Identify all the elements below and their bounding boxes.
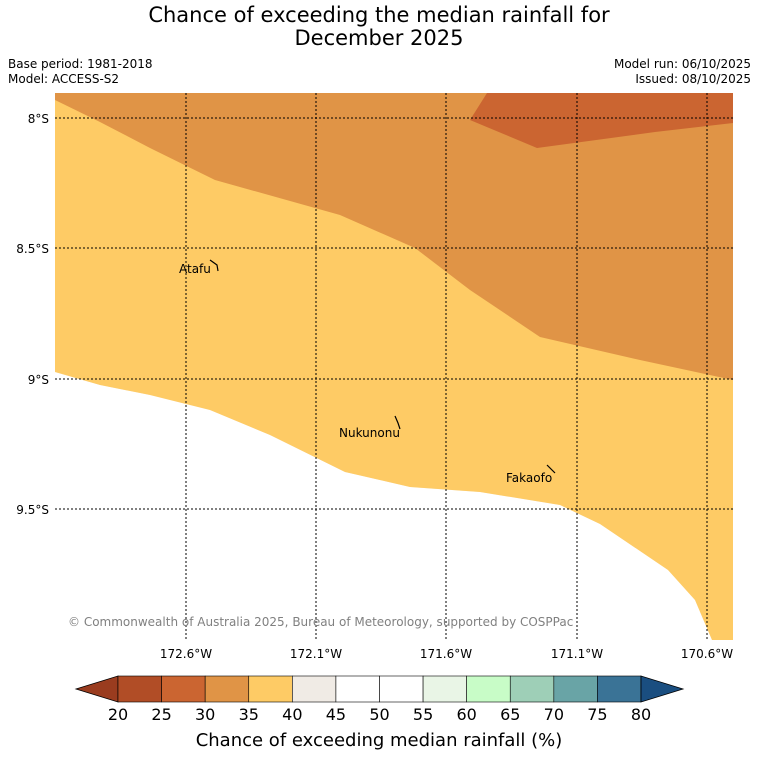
colorbar-tick-30: 30 [194,705,216,724]
colorbar-tick-75: 75 [587,705,608,724]
title-line-1: Chance of exceeding the median rainfall … [148,3,610,27]
atolls [209,259,556,474]
band-30-35 [55,93,733,380]
colorbar-bin-30-35 [204,675,250,703]
colorbar-bin-20-25 [117,675,162,703]
colorbar-tick-65: 65 [500,705,521,724]
lat-axis-labels: 8°S 8.5°S 9°S 9.5°S [16,112,49,517]
meta-right: Model run: 06/10/2025 Issued: 08/10/2025 [614,57,751,87]
colorbar-bin-40-45 [292,675,337,703]
colorbar-tick-40: 40 [282,705,303,724]
colorbar-tick-70: 70 [543,705,564,724]
nukunonu-atoll [394,415,401,430]
colorbar-over-arrow [640,675,685,703]
colorbar-bin-70-75 [553,675,598,703]
model-name: Model: ACCESS-S2 [8,72,120,86]
lon-label-172-1w: 172.1°W [290,647,342,661]
place-labels: Atafu Nukunonu Fakaofo [179,262,552,485]
colorbar-bin-65-70 [509,675,555,703]
colorbar-tick-20: 20 [107,705,129,724]
lat-label-9-5s: 9.5°S [16,503,49,517]
colorbar-under-arrow [74,675,119,703]
colorbar-bin-55-60 [422,675,467,703]
base-period: Base period: 1981-2018 [8,57,153,71]
colorbar-bin-60-65 [466,675,511,703]
atafu-atoll [209,259,219,272]
colorbar [74,675,685,703]
lon-label-171-1w: 171.1°W [551,647,603,661]
lon-label-171-6w: 171.6°W [420,647,472,661]
place-atafu: Atafu [179,262,211,276]
band-25-30 [470,93,733,148]
copyright-notice: © Commonwealth of Australia 2025, Bureau… [68,615,573,629]
land-coast [55,512,240,640]
colorbar-bin-75-80 [597,675,642,703]
lon-axis-labels: 172.6°W 172.1°W 171.6°W 171.1°W 170.6°W [160,647,733,661]
colorbar-tick-55: 55 [412,705,434,724]
place-nukunonu: Nukunonu [339,426,400,440]
colorbar-bin-25-30 [161,675,206,703]
lon-label-170-6w: 170.6°W [681,647,733,661]
colorbar-tick-50: 50 [369,705,390,724]
colorbar-tick-80: 80 [630,705,652,724]
meta-left: Base period: 1981-2018 Model: ACCESS-S2 [8,57,153,87]
colorbar-tick-25: 25 [151,705,172,724]
colorbar-tick-35: 35 [238,705,259,724]
gridlines [55,93,733,640]
place-fakaofo: Fakaofo [506,471,552,485]
colorbar-title: Chance of exceeding median rainfall (%) [195,730,563,751]
map-title: Chance of exceeding the median rainfall … [0,4,758,50]
colorbar-bin-50-55 [379,675,424,703]
colorbar-bin-35-40 [248,675,293,703]
lon-label-172-6w: 172.6°W [160,647,212,661]
colorbar-bin-45-50 [335,675,380,703]
map-area [55,93,733,640]
colorbar-tick-45: 45 [325,705,347,724]
model-run: Model run: 06/10/2025 [613,57,751,71]
fakaofo-atoll [546,464,556,474]
colorbar-tick-60: 60 [456,705,477,724]
issued-date: Issued: 08/10/2025 [635,72,751,86]
title-line-2: December 2025 [294,26,464,50]
lat-label-9s: 9°S [28,373,49,387]
lat-label-8s: 8°S [28,112,49,126]
lat-label-8-5s: 8.5°S [16,242,49,256]
